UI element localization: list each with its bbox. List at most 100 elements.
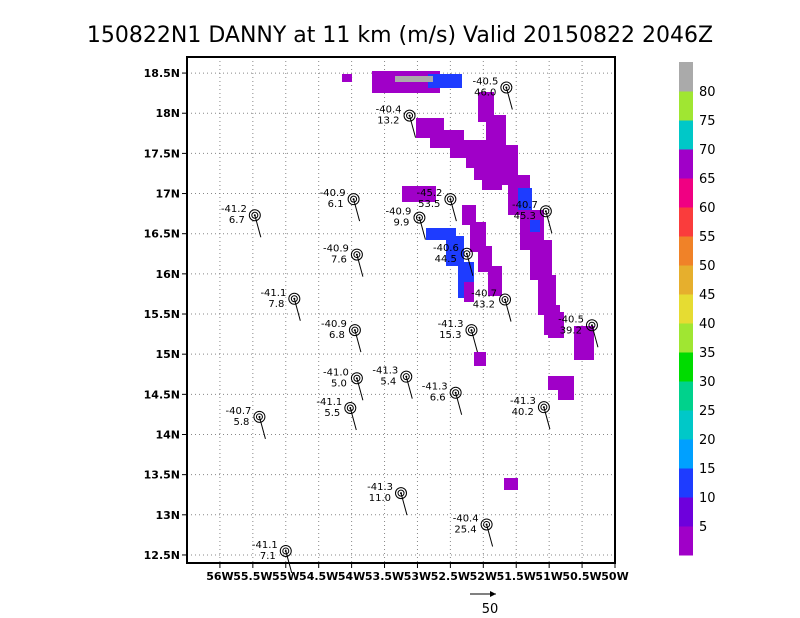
station-inner-ring: [502, 84, 510, 92]
colorbar-label: 40: [699, 317, 716, 332]
station-inner-ring: [452, 389, 460, 397]
station-ring: [347, 193, 360, 206]
station-wind-speed: 43.2: [473, 300, 495, 311]
x-tick-label: 53.5W: [365, 570, 404, 583]
station-ring: [288, 292, 301, 305]
colorbar-swatch: [679, 294, 693, 324]
colorbar: 5 10 15 20 25 30 35 40 45 50 55 60 65 70 75 80: [679, 62, 716, 556]
y-tick-label: 15N: [155, 348, 180, 361]
swath-cell: [462, 205, 476, 225]
swath-cell: [474, 352, 486, 366]
y-axis: 12.5N 13N 13.5N 14N 14.5N 15N 15.5N 16N 16.5N 17N…: [144, 67, 187, 562]
swath-cell: [518, 188, 532, 210]
station-plot: -40.546.0: [472, 77, 513, 110]
station-plot: -40.425.4: [453, 513, 494, 547]
station-plot: -40.96.1: [320, 188, 361, 222]
wind-barb-staff: [405, 376, 413, 399]
colorbar-swatch: [679, 526, 693, 556]
station-plot: -45.253.5: [417, 188, 457, 222]
swath-cell: [530, 240, 552, 280]
y-tick-label: 17N: [155, 188, 180, 201]
station-temperature: -40.5: [558, 314, 584, 325]
colorbar-label: 5: [699, 520, 707, 535]
station-ring: [500, 81, 513, 94]
swath-cell: [428, 74, 462, 88]
station-inner-ring: [282, 547, 290, 555]
wind-barb-staff: [293, 298, 301, 321]
station-ring: [350, 248, 363, 261]
station-inner-ring: [542, 207, 550, 215]
wind-barb-staff: [356, 378, 364, 401]
station-temperature: -40.9: [321, 319, 347, 330]
station-inner-ring: [353, 374, 361, 382]
station-temperature: -40.7: [226, 406, 252, 417]
station-wind-speed: 5.8: [234, 417, 250, 428]
wind-barb-staff: [545, 211, 553, 234]
wind-barb-staff: [466, 253, 474, 276]
station-wind-speed: 7.6: [331, 255, 347, 266]
wind-barb-staff: [409, 115, 417, 138]
station-plots: -40.546.0-40.413.2-40.96.1-41.26.7-45.25…: [221, 77, 599, 574]
station-wind-speed: 39.2: [560, 325, 582, 336]
station-inner-ring: [255, 413, 263, 421]
station-ring: [465, 324, 478, 337]
station-temperature: -45.2: [417, 188, 443, 199]
colorbar-label: 55: [699, 230, 716, 245]
station-inner-ring: [406, 112, 414, 120]
wind-barb-staff: [356, 254, 364, 277]
x-tick-label: 54.5W: [299, 570, 338, 583]
swath-cell: [530, 220, 540, 232]
station-ring: [350, 372, 363, 385]
station-temperature: -40.7: [512, 200, 538, 211]
station-ring: [253, 410, 266, 423]
station-temperature: -41.3: [367, 482, 393, 493]
colorbar-swatch: [679, 178, 693, 208]
station-temperature: -40.9: [323, 244, 349, 255]
station-inner-ring: [346, 404, 354, 412]
station-temperature: -41.0: [323, 367, 349, 378]
wind-barb-staff: [418, 217, 426, 240]
colorbar-swatch: [679, 149, 693, 179]
station-plot: -40.97.6: [323, 244, 364, 277]
wind-barb-staff: [349, 407, 357, 431]
station-wind-speed: 11.0: [369, 493, 391, 504]
reference-vector-label: 50: [482, 602, 499, 617]
station-plot: -40.745.3: [512, 200, 553, 234]
wind-barb-staff: [470, 329, 478, 353]
colorbar-swatch: [679, 439, 693, 469]
x-tick-label: 53W: [404, 570, 431, 583]
plot-frame: [186, 56, 616, 564]
x-tick-label: 50W: [601, 570, 628, 583]
y-tick-label: 17.5N: [144, 147, 180, 160]
station-inner-ring: [402, 373, 410, 381]
y-tick-label: 13.5N: [144, 469, 180, 482]
swath-cell: [548, 312, 564, 338]
station-inner-ring: [540, 403, 548, 411]
wind-barb-staff: [354, 329, 362, 353]
station-temperature: -40.7: [471, 289, 497, 300]
colorbar-swatch: [679, 207, 693, 237]
station-inner-ring: [483, 520, 491, 528]
colorbar-swatch: [679, 236, 693, 266]
x-tick-label: 51.5W: [497, 570, 536, 583]
station-plot: -41.36.6: [422, 382, 463, 415]
x-tick-label: 55.5W: [233, 570, 272, 583]
station-wind-speed: 13.2: [377, 116, 399, 127]
station-wind-speed: 5.5: [324, 408, 340, 419]
wind-barb-staff: [258, 416, 266, 439]
station-plot: -40.539.2: [558, 314, 599, 348]
wind-barb-staff: [591, 325, 599, 348]
colorbar-swatch: [679, 352, 693, 382]
colorbar-swatch: [679, 323, 693, 353]
station-plot: -41.311.0: [367, 482, 408, 516]
x-tick-label: 52W: [470, 570, 497, 583]
swath-cell: [482, 172, 502, 190]
swath-cell: [464, 282, 474, 302]
station-plot: -41.26.7: [221, 204, 262, 238]
swath-cell: [504, 478, 518, 490]
colorbar-swatch: [679, 381, 693, 411]
station-ring: [279, 544, 292, 557]
station-plot: -41.35.4: [372, 366, 413, 399]
station-wind-speed: 6.1: [328, 199, 344, 210]
